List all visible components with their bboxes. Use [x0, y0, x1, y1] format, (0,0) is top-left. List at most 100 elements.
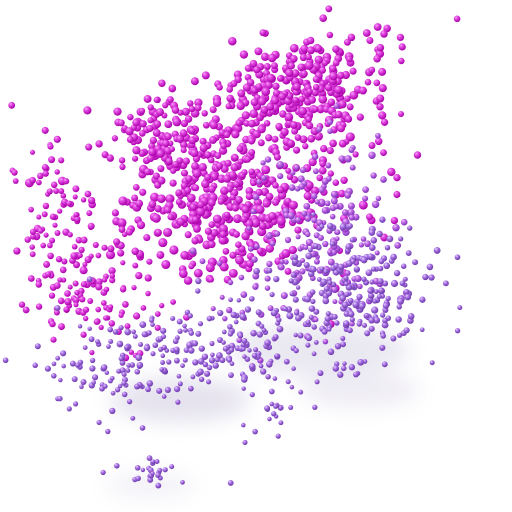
sphere-magenta	[204, 173, 212, 181]
sphere-lavender	[407, 313, 415, 320]
sphere-lavender	[125, 368, 131, 373]
sphere-magenta	[250, 179, 257, 187]
sphere-magenta	[146, 258, 153, 265]
sphere-magenta	[84, 190, 92, 198]
sphere-lavender	[376, 294, 382, 299]
sphere-magenta	[284, 112, 294, 122]
sphere-lavender	[273, 275, 280, 283]
sphere-purple	[304, 231, 311, 238]
sphere-magenta	[60, 192, 67, 199]
sphere-lavender	[252, 428, 258, 435]
sphere-magenta	[305, 53, 312, 61]
sphere-lavender	[107, 326, 114, 333]
sphere-lavender	[393, 269, 401, 277]
sphere-magenta	[42, 202, 50, 210]
sphere-magenta	[18, 301, 26, 308]
sphere-magenta	[297, 63, 306, 72]
sphere-magenta	[273, 153, 281, 161]
sphere-magenta	[327, 98, 336, 107]
sphere-lavender	[354, 266, 360, 272]
sphere-magenta	[175, 134, 185, 143]
sphere-lavender	[161, 334, 167, 340]
sphere-lavender	[428, 274, 435, 281]
sphere-magenta	[67, 231, 73, 238]
sphere-lavender	[237, 333, 244, 339]
sphere-magenta	[257, 139, 265, 147]
sphere-lavender	[114, 463, 120, 469]
sphere-lavender	[169, 464, 175, 470]
sphere-purple	[380, 176, 387, 183]
sphere-magenta	[276, 186, 285, 194]
sphere-magenta	[57, 277, 63, 283]
sphere-lavender	[327, 348, 335, 356]
sphere-purple	[327, 119, 333, 126]
sphere-lavender	[226, 357, 233, 363]
sphere-magenta	[120, 260, 126, 266]
sphere-magenta	[280, 127, 289, 137]
sphere-lavender	[248, 295, 255, 302]
sphere-magenta	[374, 137, 383, 146]
sphere-lavender	[106, 344, 111, 349]
sphere-lavender	[139, 425, 146, 431]
sphere-magenta	[294, 226, 302, 234]
sphere-magenta	[235, 255, 244, 265]
sphere-magenta	[263, 120, 271, 127]
sphere-lavender	[275, 433, 281, 439]
sphere-lavender	[155, 482, 162, 489]
sphere-magenta	[53, 282, 61, 289]
sphere-lavender	[326, 327, 332, 332]
sphere-lavender	[66, 406, 72, 412]
sphere-lavender	[121, 371, 127, 377]
sphere-magenta	[250, 98, 259, 107]
sphere-magenta	[73, 215, 81, 223]
sphere-lavender	[166, 359, 172, 365]
sphere-magenta	[35, 303, 43, 310]
sphere-magenta	[272, 82, 280, 91]
sphere-magenta	[290, 121, 298, 129]
sphere-magenta	[398, 43, 406, 51]
sphere-purple	[303, 244, 309, 250]
sphere-magenta	[119, 285, 127, 293]
sphere-lavender	[264, 405, 271, 412]
sphere-lavender	[172, 338, 179, 345]
sphere-lavender	[100, 469, 106, 476]
sphere-magenta	[180, 119, 189, 128]
sphere-purple	[288, 184, 296, 191]
sphere-lavender	[307, 247, 313, 253]
sphere-lavender	[370, 237, 378, 244]
sphere-lavender	[247, 348, 252, 353]
sphere-lavender	[114, 387, 121, 393]
sphere-lavender	[221, 340, 226, 345]
sphere-lavender	[161, 394, 167, 399]
sphere-magenta	[37, 228, 44, 234]
sphere-lavender	[286, 312, 294, 320]
sphere-purple	[267, 305, 274, 312]
sphere-magenta	[128, 349, 135, 355]
sphere-lavender	[256, 331, 263, 338]
sphere-magenta	[107, 245, 115, 253]
sphere-lavender	[121, 391, 128, 398]
sphere-magenta	[101, 244, 108, 251]
sphere-lavender	[241, 386, 246, 391]
sphere-magenta	[334, 110, 343, 119]
sphere-lavender	[341, 301, 349, 309]
sphere-lavender	[356, 321, 363, 327]
sphere-magenta	[254, 47, 263, 56]
sphere-magenta	[368, 66, 376, 74]
sphere-lavender	[399, 280, 406, 287]
sphere-magenta	[286, 92, 294, 100]
sphere-lavender	[293, 347, 299, 354]
sphere-lavender	[244, 306, 252, 313]
sphere-lavender	[293, 332, 298, 338]
sphere-magenta	[86, 210, 93, 217]
sphere-magenta	[93, 318, 100, 325]
sphere-lavender	[398, 236, 404, 242]
sphere-magenta	[248, 148, 256, 156]
sphere-lavender	[272, 376, 278, 381]
sphere-magenta	[209, 106, 217, 114]
sphere-lavender	[377, 278, 384, 285]
sphere-lavender	[382, 317, 388, 324]
sphere-lavender	[139, 321, 147, 328]
sphere-magenta	[161, 259, 171, 270]
sphere-lavender	[82, 345, 88, 350]
